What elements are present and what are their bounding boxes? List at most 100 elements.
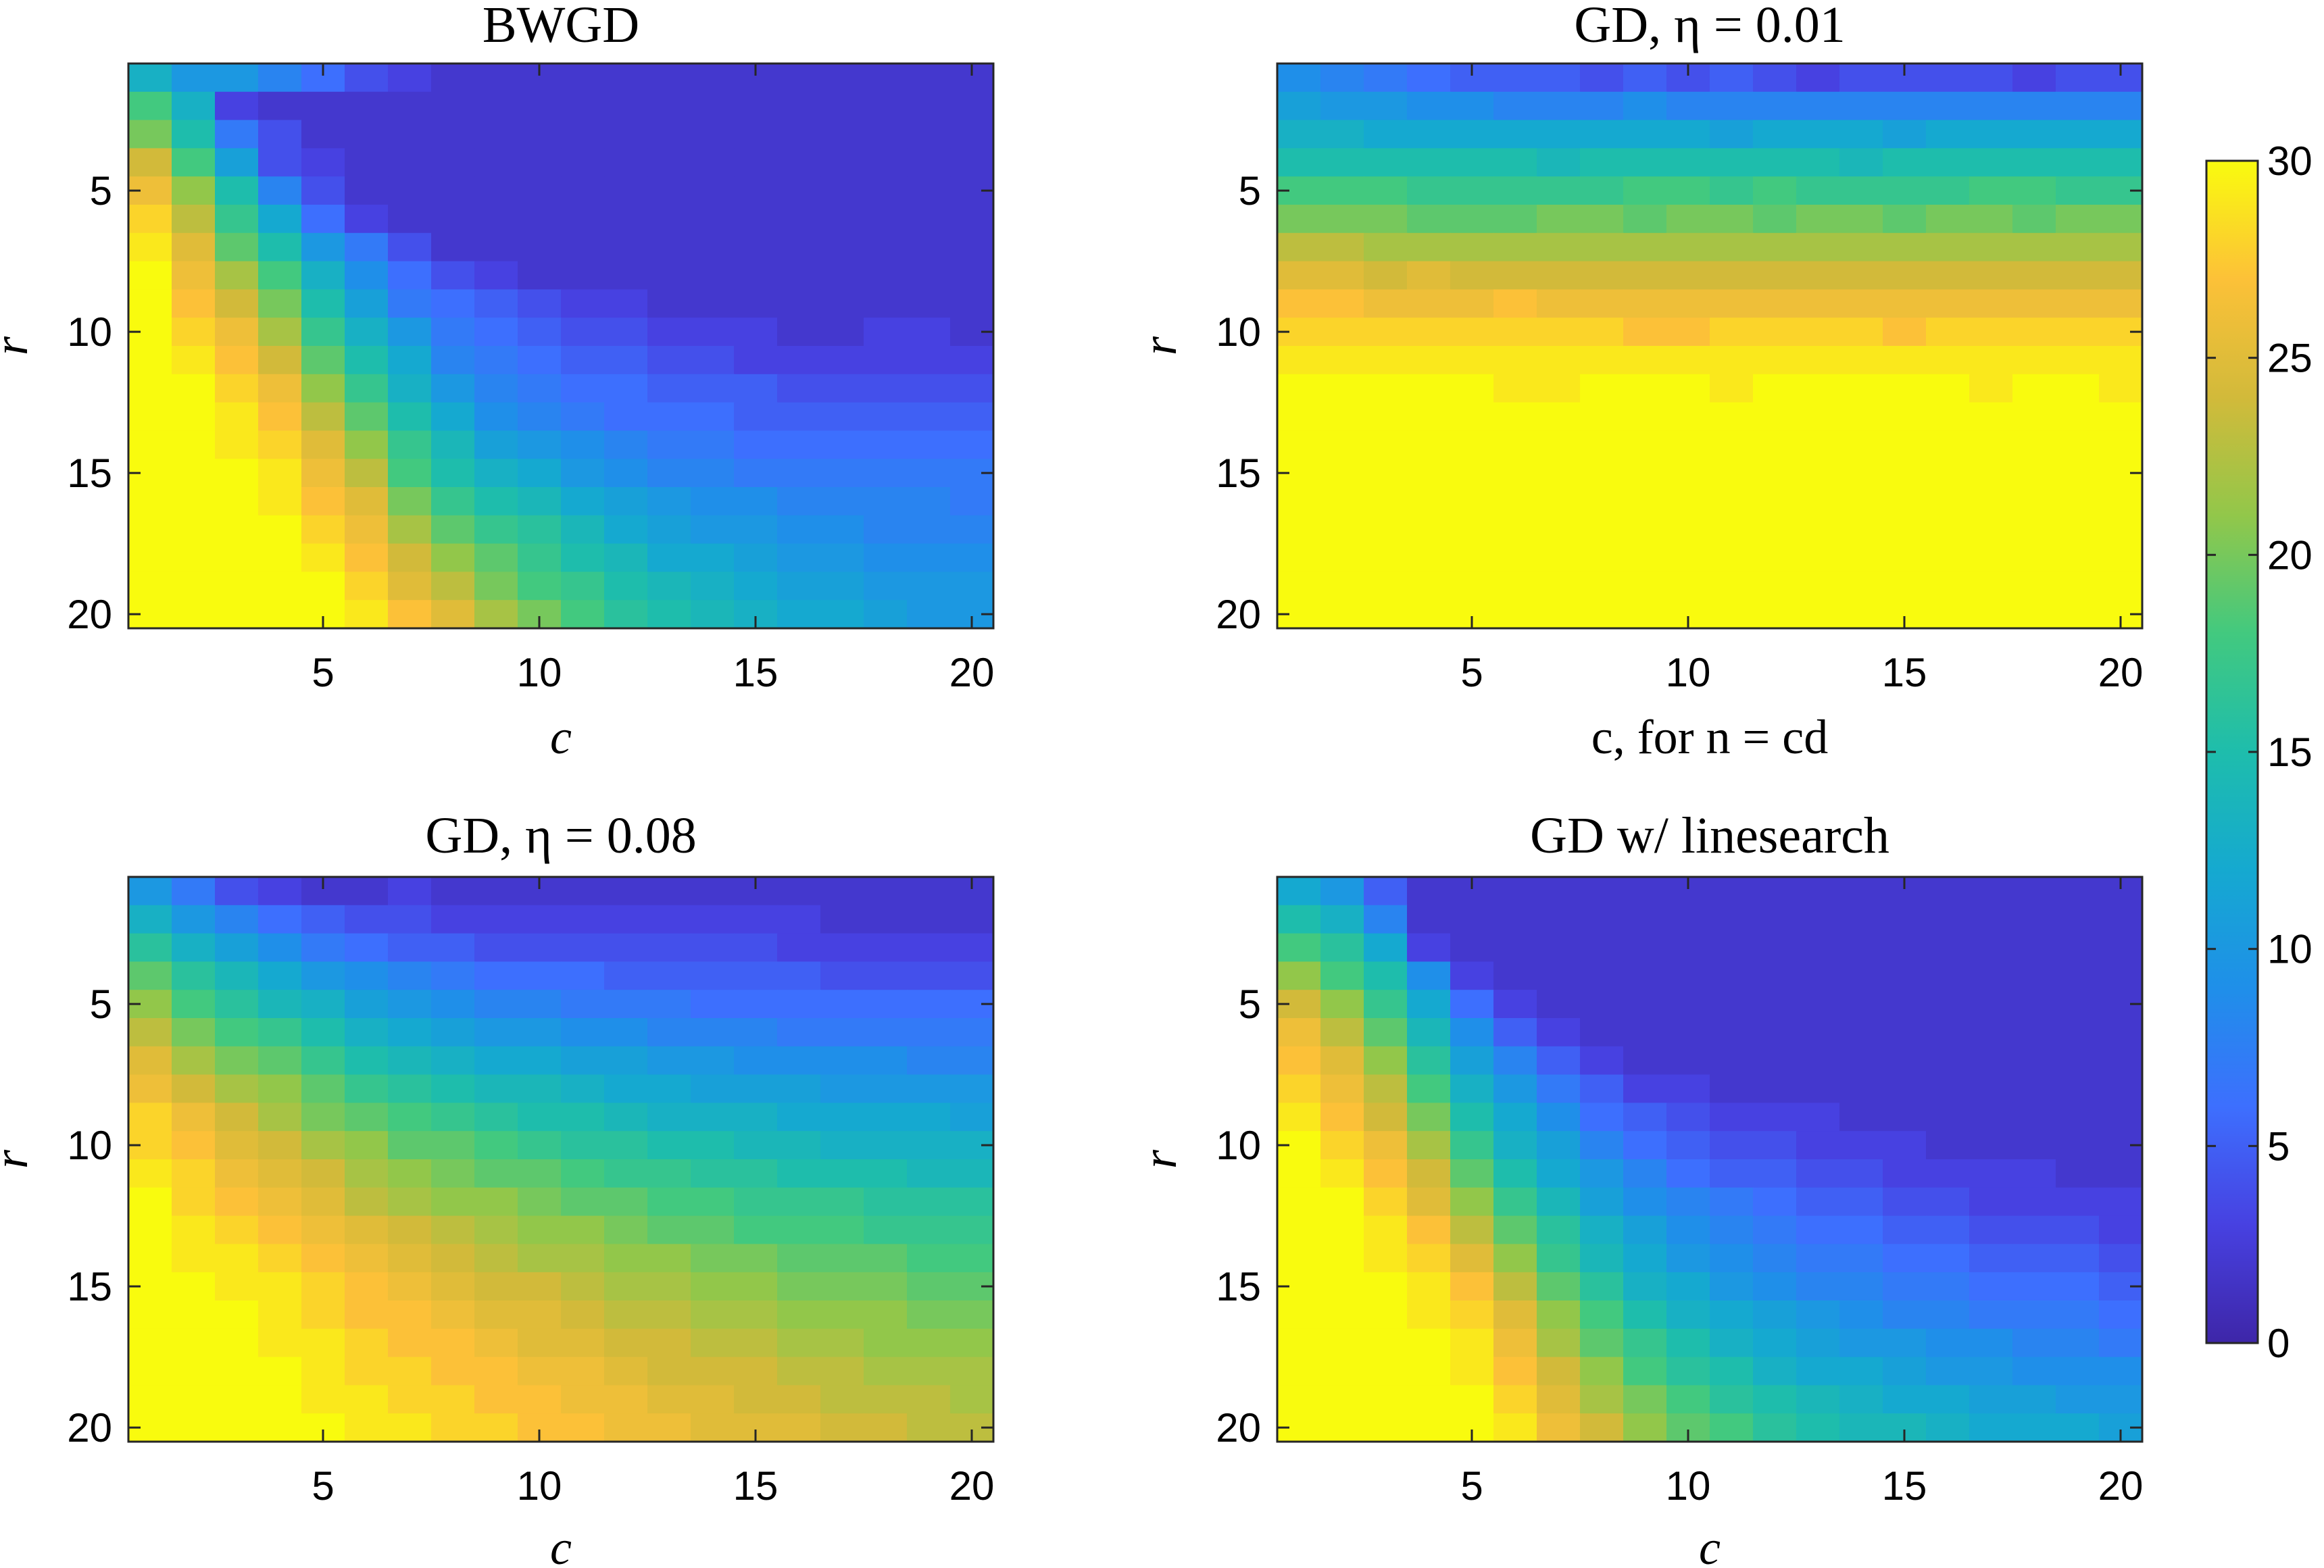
heatmap-cell <box>518 91 562 121</box>
heatmap-cell <box>1666 990 1710 1019</box>
heatmap-cell <box>561 346 605 375</box>
heatmap-cell <box>2056 1018 2100 1047</box>
heatmap-cell <box>1883 289 1927 318</box>
heatmap-cell <box>734 261 778 290</box>
y-tick-label: 15 <box>1216 451 1261 496</box>
heatmap-cell <box>1320 1131 1364 1160</box>
heatmap-cell <box>1926 1357 1970 1386</box>
heatmap-cell <box>950 1215 994 1245</box>
heatmap-cell <box>1883 543 1927 573</box>
heatmap-cell <box>1710 1328 1754 1358</box>
heatmap-cell <box>2012 1159 2056 1188</box>
heatmap-cell <box>864 877 908 906</box>
heatmap-cell <box>1537 1244 1581 1273</box>
heatmap-cell <box>388 430 432 459</box>
heatmap-cell <box>691 933 735 963</box>
heatmap-cell <box>1364 1357 1408 1386</box>
heatmap-cell <box>777 148 821 177</box>
heatmap-cell <box>777 1215 821 1245</box>
heatmap-cell <box>388 1300 432 1330</box>
heatmap-cell <box>1493 1103 1537 1132</box>
heatmap-cell <box>258 1074 302 1104</box>
heatmap-cell <box>1493 1244 1537 1273</box>
heatmap-cell <box>1364 232 1408 262</box>
heatmap-cell <box>172 1385 216 1414</box>
heatmap-cell <box>777 318 821 347</box>
heatmap-cell <box>431 1215 475 1245</box>
heatmap-cell <box>301 572 345 601</box>
heatmap-cell <box>1883 487 1927 516</box>
heatmap-cell <box>518 374 562 403</box>
heatmap-cell <box>301 1046 345 1076</box>
heatmap-cell <box>734 1187 778 1217</box>
heatmap-cell <box>345 572 389 601</box>
heatmap-cell <box>1883 430 1927 459</box>
heatmap-cell <box>1969 1215 2013 1245</box>
heatmap-cell <box>1753 1131 1797 1160</box>
heatmap-cell <box>1753 176 1797 205</box>
heatmap-cell <box>1969 1103 2013 1132</box>
heatmap-cell <box>1450 289 1494 318</box>
heatmap-cell <box>1580 148 1624 177</box>
heatmap-cell <box>907 1103 951 1132</box>
heatmap-cell <box>820 1018 864 1047</box>
heatmap-cell <box>907 487 951 516</box>
heatmap-cell <box>1580 1300 1624 1330</box>
heatmap-cell <box>128 905 172 934</box>
heatmap-cell <box>1969 1046 2013 1076</box>
heatmap-cell <box>215 374 259 403</box>
heatmap-cell <box>1883 961 1927 990</box>
heatmap-cell <box>1277 933 1321 963</box>
heatmap-cell <box>2056 877 2100 906</box>
heatmap-cell <box>2099 402 2143 432</box>
heatmap-cell <box>561 1215 605 1245</box>
heatmap-cell <box>1969 120 2013 149</box>
heatmap-cell <box>1753 1385 1797 1414</box>
heatmap-cell <box>950 289 994 318</box>
heatmap-cell <box>1580 232 1624 262</box>
heatmap-cell <box>474 572 518 601</box>
heatmap-cell <box>820 1074 864 1104</box>
heatmap-cell <box>820 1187 864 1217</box>
heatmap-cell <box>1839 148 1883 177</box>
heatmap-cell <box>215 120 259 149</box>
heatmap-cell <box>431 1187 475 1217</box>
heatmap-cell <box>561 1413 605 1442</box>
heatmap-cell <box>1883 1018 1927 1047</box>
heatmap-cell <box>431 459 475 488</box>
heatmap-cell <box>1969 515 2013 545</box>
heatmap-cell <box>258 346 302 375</box>
y-tick-label: 10 <box>67 309 112 355</box>
heatmap-cell <box>820 176 864 205</box>
heatmap-cell <box>647 1046 691 1076</box>
heatmap-cell <box>691 1131 735 1160</box>
heatmap-cell <box>301 933 345 963</box>
heatmap-cell <box>907 1272 951 1301</box>
heatmap-cell <box>864 1018 908 1047</box>
heatmap-cell <box>864 1244 908 1273</box>
heatmap-cell <box>1883 1215 1927 1245</box>
heatmap-cell <box>1753 1103 1797 1132</box>
heatmap-cell <box>647 961 691 990</box>
heatmap-cell <box>128 1074 172 1104</box>
heatmap-cell <box>1623 1131 1667 1160</box>
heatmap-cell <box>345 1357 389 1386</box>
heatmap-cell <box>345 1131 389 1160</box>
heatmap-cell <box>172 961 216 990</box>
heatmap-cell <box>647 933 691 963</box>
heatmap-cell <box>301 205 345 234</box>
heatmap-cell <box>1493 148 1537 177</box>
heatmap-cell <box>345 1413 389 1442</box>
x-tick-label: 5 <box>1460 650 1483 695</box>
heatmap-cell <box>561 402 605 432</box>
heatmap-cell <box>1883 572 1927 601</box>
heatmap-cell <box>215 64 259 93</box>
x-tick-label: 15 <box>1882 650 1927 695</box>
heatmap-cell <box>1450 1215 1494 1245</box>
heatmap-cell <box>777 1357 821 1386</box>
heatmap-cell <box>518 990 562 1019</box>
heatmap-cell <box>1320 459 1364 488</box>
heatmap-cell <box>604 1385 648 1414</box>
heatmap-cell <box>1407 543 1451 573</box>
heatmap-cell <box>1969 1131 2013 1160</box>
